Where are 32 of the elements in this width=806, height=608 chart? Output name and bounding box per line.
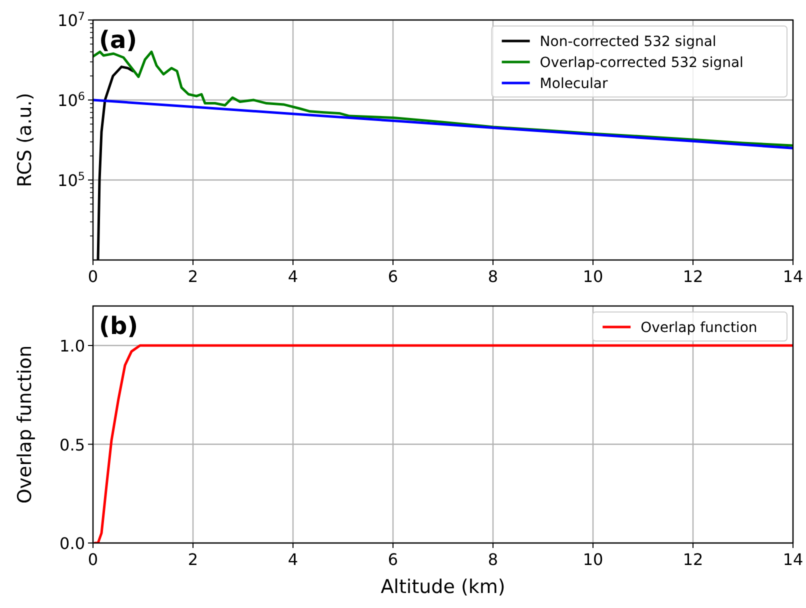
y-tick-label: 10$^{7}$: [58, 10, 85, 30]
x-tick-label: 10: [582, 550, 604, 569]
line-series: [93, 98, 793, 150]
y-axis-title: Overlap function: [14, 345, 36, 504]
x-tick-label: 0: [88, 550, 98, 569]
x-tick-label: 14: [782, 550, 804, 569]
x-tick-label: 6: [388, 550, 398, 569]
x-tick-label: 12: [682, 267, 704, 286]
y-tick-label: 0.0: [60, 534, 85, 553]
x-tick-label: 2: [188, 550, 198, 569]
y-tick-label: 1.0: [60, 336, 85, 356]
y-axis-title: RCS (a.u.): [14, 92, 36, 188]
annotation: (a): [99, 26, 138, 54]
x-tick-label: 8: [488, 267, 498, 286]
x-tick-label: 0: [88, 267, 98, 286]
x-tick-label: 10: [582, 267, 604, 286]
x-tick-label: 2: [188, 267, 198, 286]
annotation: (b): [99, 312, 138, 340]
x-tick-label: 6: [388, 267, 398, 286]
x-tick-label: 12: [682, 550, 704, 569]
legend-label: Overlap function: [640, 320, 758, 336]
x-axis-title: Altitude (km): [380, 576, 506, 598]
x-tick-label: 14: [782, 267, 804, 286]
x-tick-label: 4: [288, 550, 298, 569]
x-tick-label: 4: [288, 267, 298, 286]
legend-label: Overlap-corrected 532 signal: [540, 55, 744, 71]
legend-label: Molecular: [540, 76, 608, 92]
y-tick-label: 0.5: [60, 435, 85, 454]
x-tick-label: 8: [488, 550, 498, 569]
y-tick-label: 10$^{6}$: [58, 90, 85, 110]
legend-label: Non-corrected 532 signal: [540, 34, 716, 50]
y-tick-label: 10$^{5}$: [58, 170, 85, 190]
